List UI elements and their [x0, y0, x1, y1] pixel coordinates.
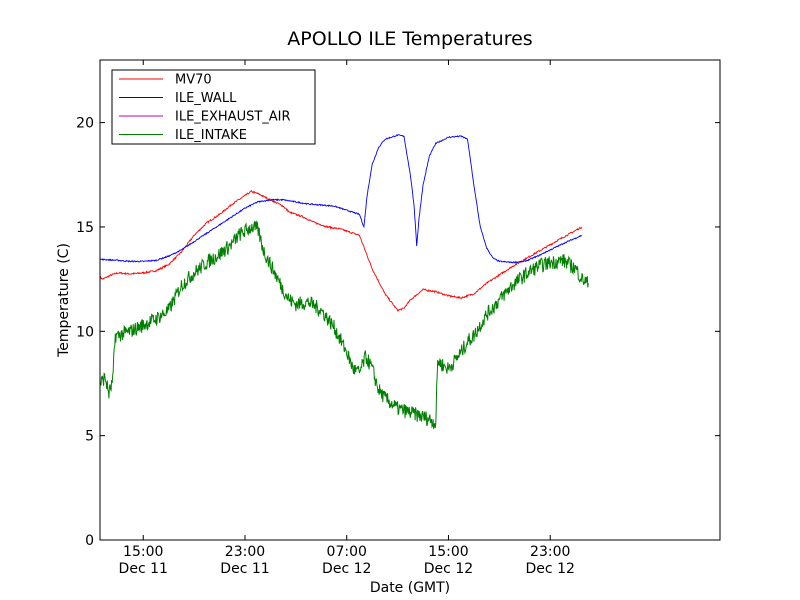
legend-label: ILE_WALL [175, 91, 237, 106]
y-tick-label: 5 [85, 429, 94, 445]
x-tick-label-time: 15:00 [123, 544, 163, 560]
x-tick-label-time: 15:00 [428, 544, 468, 560]
x-tick-label-date: Dec 11 [220, 561, 269, 577]
x-tick-label-date: Dec 11 [119, 561, 168, 577]
legend-label: MV70 [175, 73, 212, 88]
legend: MV70 ILE_WALL ILE_EXHAUST_AIR ILE_INTAKE [111, 69, 316, 145]
chart-title: APOLLO ILE Temperatures [287, 28, 532, 50]
legend-label: ILE_EXHAUST_AIR [175, 110, 291, 125]
x-tick-label-date: Dec 12 [526, 561, 575, 577]
legend-label: ILE_INTAKE [175, 128, 247, 143]
x-tick-label-date: Dec 12 [424, 561, 473, 577]
y-tick-label: 10 [76, 324, 94, 340]
legend-box [111, 69, 316, 145]
series-line-mv70 [100, 190, 583, 312]
x-axis-label: Date (GMT) [370, 580, 450, 596]
y-tick-label: 20 [76, 116, 94, 132]
y-axis: 0 5 10 15 20 [76, 116, 720, 549]
series-layer [100, 134, 589, 430]
plot-frame [99, 59, 721, 541]
series-line-ile-wall [100, 134, 583, 264]
y-tick-label: 0 [85, 533, 94, 549]
x-tick-label-date: Dec 12 [322, 561, 371, 577]
x-tick-label-time: 23:00 [530, 544, 570, 560]
y-tick-label: 15 [76, 220, 94, 236]
series-line-ile-intake [100, 220, 589, 430]
x-tick-label-time: 07:00 [327, 544, 367, 560]
x-tick-label-time: 23:00 [225, 544, 265, 560]
y-axis-label: Temperature (C) [56, 243, 72, 358]
